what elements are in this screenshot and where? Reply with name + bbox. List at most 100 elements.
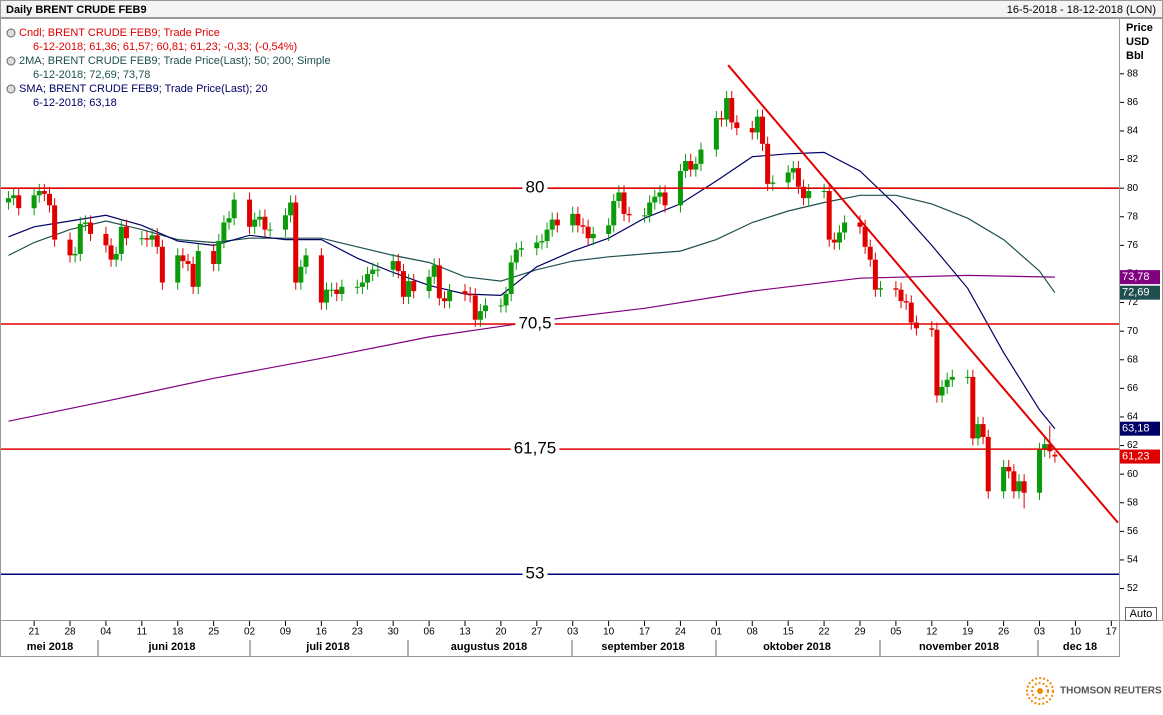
- candle-body: [518, 248, 524, 250]
- candle-body: [467, 293, 473, 296]
- candle-body: [406, 281, 412, 297]
- y-tick-label: 82: [1127, 154, 1139, 165]
- legend-entry: 6-12-2018; 72,69; 73,78: [33, 69, 150, 81]
- candle-body: [647, 202, 653, 216]
- candle-body: [31, 195, 37, 209]
- candle-body: [400, 271, 406, 297]
- candle-body: [318, 255, 324, 303]
- candle-body: [226, 218, 232, 223]
- candle-body: [503, 293, 509, 306]
- month-label: mei 2018: [27, 641, 73, 653]
- y-tick-label: 56: [1127, 526, 1139, 537]
- candle-body: [82, 222, 88, 224]
- candle-body: [375, 269, 381, 271]
- candle-body: [1021, 481, 1027, 493]
- x-tick-label: 01: [711, 627, 723, 638]
- x-tick-label: 03: [1034, 627, 1046, 638]
- candle-body: [339, 286, 345, 294]
- moving-average: [8, 194, 1056, 294]
- candle-body: [534, 242, 540, 249]
- candle-body: [970, 376, 976, 439]
- candle-body: [211, 251, 217, 264]
- candle-body: [1006, 466, 1012, 472]
- x-tick-label: 21: [29, 627, 41, 638]
- candle-body: [390, 261, 396, 270]
- brand: THOMSON REUTERS: [1060, 686, 1162, 697]
- candle-body: [216, 241, 222, 264]
- candle-body: [688, 160, 694, 170]
- x-tick-label: 13: [459, 627, 471, 638]
- candle-body: [616, 192, 622, 202]
- x-tick-label: 10: [603, 627, 615, 638]
- candle-body: [1047, 444, 1053, 452]
- candle-body: [36, 191, 42, 196]
- candle-body: [590, 233, 596, 239]
- month-label: dec 18: [1063, 641, 1097, 653]
- x-tick-label: 23: [352, 627, 364, 638]
- x-tick-label: 26: [998, 627, 1010, 638]
- candle-body: [693, 163, 699, 170]
- x-tick-label: 29: [854, 627, 866, 638]
- level-label: 61,75: [514, 439, 557, 458]
- candle-body: [323, 289, 329, 303]
- x-tick-label: 17: [639, 627, 651, 638]
- candle-body: [195, 251, 201, 287]
- candle-body: [790, 168, 796, 173]
- y-tick-label: 78: [1127, 211, 1139, 222]
- candle-body: [893, 288, 899, 290]
- x-tick-label: 15: [783, 627, 795, 638]
- last-value-tag-bg: [1120, 270, 1160, 285]
- candle-body: [862, 226, 868, 247]
- x-tick-label: 20: [495, 627, 507, 638]
- candle-body: [754, 116, 760, 133]
- candle-body: [544, 229, 550, 242]
- legend-icon: [6, 56, 16, 66]
- candle-body: [1042, 444, 1048, 450]
- candle-body: [513, 249, 519, 263]
- candle-body: [662, 192, 668, 206]
- x-tick-label: 05: [890, 627, 902, 638]
- candle-body: [329, 289, 335, 291]
- candle-body: [575, 213, 581, 226]
- month-label: juli 2018: [305, 641, 349, 653]
- candle-body: [1052, 454, 1058, 457]
- candle-body: [354, 286, 360, 288]
- candle-body: [436, 265, 442, 299]
- y-tick-label: 84: [1127, 126, 1139, 137]
- scale-mode-box[interactable]: [1125, 607, 1157, 621]
- x-tick-label: 12: [926, 627, 938, 638]
- candle-body: [734, 122, 740, 129]
- last-value-tag-bg: [1120, 421, 1160, 436]
- x-tick-label: 25: [208, 627, 220, 638]
- legend-entry: SMA; BRENT CRUDE FEB9; Trade Price(Last)…: [19, 83, 268, 95]
- legend-entry: 6-12-2018; 63,18: [33, 97, 117, 109]
- candle-body: [980, 424, 986, 437]
- candle-body: [585, 226, 591, 239]
- candle-body: [949, 376, 955, 380]
- x-tick-label: 06: [424, 627, 436, 638]
- candle-body: [985, 436, 991, 492]
- candle-body: [760, 116, 766, 144]
- candle-body: [842, 222, 848, 233]
- candle-body: [103, 233, 109, 246]
- candle-body: [139, 238, 145, 240]
- level-label-bg: [522, 177, 548, 197]
- candle-body: [431, 265, 437, 277]
- candle-body: [975, 424, 981, 439]
- candle-body: [570, 213, 576, 226]
- candle-body: [108, 245, 114, 260]
- candle-body: [411, 281, 417, 292]
- candle-body: [52, 205, 58, 240]
- month-label: november 2018: [919, 641, 999, 653]
- candle-body: [88, 222, 94, 234]
- scale-mode[interactable]: Auto: [1130, 608, 1153, 620]
- x-tick-label: 04: [100, 627, 112, 638]
- y-tick-label: 54: [1127, 555, 1139, 566]
- moving-average: [8, 151, 1056, 430]
- candle-body: [606, 225, 612, 234]
- level-label-bg: [515, 313, 555, 333]
- candle-body: [831, 239, 837, 243]
- y-tick-label: 58: [1127, 497, 1139, 508]
- x-tick-label: 02: [244, 627, 256, 638]
- candle-body: [934, 329, 940, 396]
